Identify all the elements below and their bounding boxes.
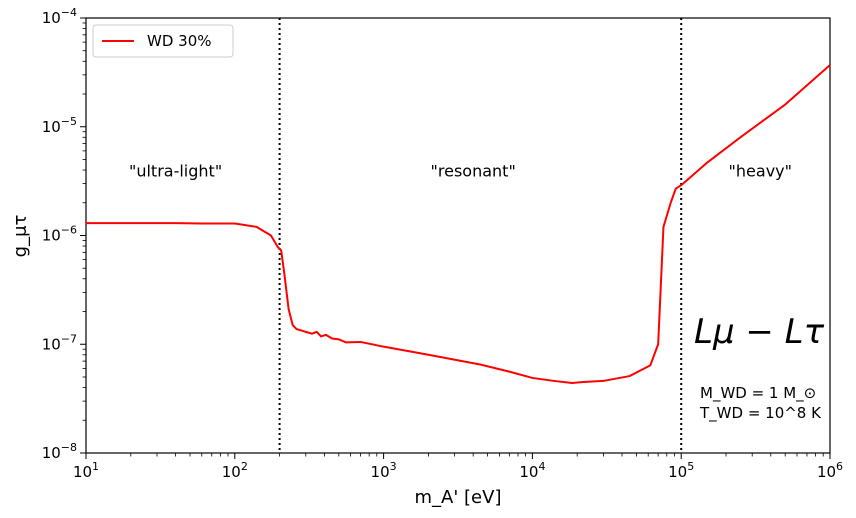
y-tick-label: 10−4: [42, 6, 77, 27]
x-tick-label: 101: [73, 460, 99, 481]
x-tick-label: 105: [668, 460, 694, 481]
x-tick-label: 103: [371, 460, 397, 481]
region-label: "heavy": [729, 161, 792, 180]
y-tick-label: 10−7: [42, 332, 77, 353]
x-axis-label: m_A' [eV]: [415, 487, 502, 508]
x-tick-label: 106: [817, 460, 843, 481]
x-tick-label: 104: [519, 460, 545, 481]
region-dividers: [278, 18, 683, 453]
wd-mass-label: M_WD = 1 M_⊙: [700, 384, 816, 403]
x-tick-label: 102: [222, 460, 248, 481]
wd-temperature-label: T_WD = 10^8 K: [699, 404, 822, 423]
y-tick-label: 10−8: [42, 441, 77, 462]
y-tick-label: 10−6: [42, 224, 77, 245]
legend-box: [92, 24, 234, 58]
region-labels: "ultra-light" "resonant" "heavy": [129, 161, 792, 180]
region-label: "resonant": [431, 161, 516, 180]
legend: WD 30%: [92, 24, 234, 58]
model-label: Lμ − Lτ: [694, 312, 825, 352]
region-label: "ultra-light": [129, 161, 222, 180]
series-line-wd-30: [86, 64, 831, 385]
legend-entry-label: WD 30%: [147, 32, 212, 50]
y-axis-ticks: 10−8 10−7 10−6 10−5 10−4: [42, 6, 86, 462]
y-axis-label: g_μτ: [10, 215, 31, 258]
x-axis-ticks: 101 102 103 104 105 106: [73, 453, 843, 481]
y-tick-label: 10−5: [42, 115, 77, 136]
